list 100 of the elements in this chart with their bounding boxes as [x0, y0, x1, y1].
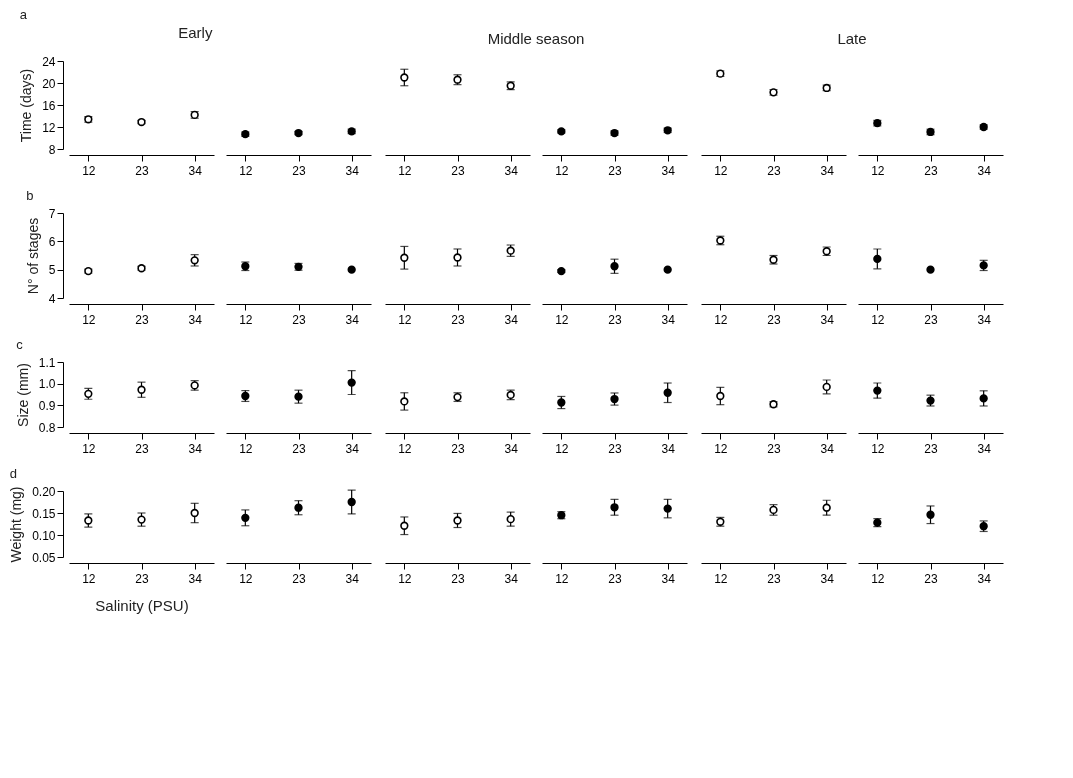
y-tick-label: 0.20	[32, 484, 56, 499]
x-tick-label: 34	[661, 571, 676, 586]
x-tick-label: 34	[977, 441, 992, 456]
x-tick-label: 23	[292, 312, 306, 327]
point	[137, 385, 146, 394]
text: c	[16, 337, 24, 352]
chart-title: Early	[178, 24, 213, 41]
x-tick-label: 34	[820, 163, 835, 178]
y-tick-label: 4	[48, 291, 56, 306]
chart-title: Late	[837, 30, 867, 47]
x-tick-label: 34	[977, 163, 992, 178]
x-tick-label: 34	[188, 571, 203, 586]
x-tick-label: 23	[767, 312, 781, 327]
y-tick-label: 24	[42, 54, 56, 69]
x-tick-label: 34	[820, 571, 835, 586]
x-tick-label: 23	[608, 312, 622, 327]
chart-title: Middle season	[487, 30, 585, 47]
y-tick-label: 20	[42, 76, 56, 91]
x-tick-label: 12	[82, 441, 96, 456]
y-tick-label: 0.15	[32, 506, 56, 521]
x-tick-label: 34	[820, 441, 835, 456]
text: d	[9, 466, 17, 481]
x-tick-label: 23	[135, 312, 149, 327]
x-tick-label: 23	[924, 163, 938, 178]
x-tick-label: 12	[871, 441, 885, 456]
x-tick-label: 34	[345, 163, 360, 178]
y-tick-label: 0.10	[32, 528, 56, 543]
x-tick-label: 12	[398, 571, 412, 586]
x-tick-label: 23	[451, 163, 465, 178]
x-tick-label: 23	[767, 163, 781, 178]
y-tick-label: 1.1	[38, 355, 56, 370]
x-tick-label: 12	[555, 571, 569, 586]
x-tick-label: 23	[767, 441, 781, 456]
x-tick-label: 12	[871, 312, 885, 327]
x-tick-label: 34	[345, 571, 360, 586]
y-tick-label: 0.9	[38, 398, 56, 413]
x-axis-title: Salinity (PSU)	[95, 596, 189, 614]
x-tick-label: 34	[661, 441, 676, 456]
x-tick-label: 12	[398, 441, 412, 456]
y-tick-label: 7	[48, 206, 56, 221]
x-tick-label: 34	[504, 571, 519, 586]
y-tick-label: 6	[48, 234, 56, 249]
x-tick-label: 12	[555, 441, 569, 456]
x-tick-label: 12	[239, 163, 253, 178]
x-tick-label: 12	[82, 571, 96, 586]
x-tick-label: 23	[608, 441, 622, 456]
x-tick-label: 12	[239, 571, 253, 586]
y-tick-label: 0.8	[38, 420, 56, 435]
x-tick-label: 23	[608, 163, 622, 178]
x-tick-label: 23	[451, 571, 465, 586]
y-axis-title: Weight (mg)	[8, 486, 25, 563]
x-tick-label: 34	[345, 441, 360, 456]
x-tick-label: 23	[292, 163, 306, 178]
x-tick-label: 23	[451, 312, 465, 327]
x-tick-label: 34	[820, 312, 835, 327]
x-tick-label: 34	[661, 312, 676, 327]
x-tick-label: 34	[188, 163, 203, 178]
point	[84, 516, 93, 525]
x-tick-label: 12	[871, 163, 885, 178]
x-tick-label: 34	[188, 312, 203, 327]
x-tick-label: 12	[714, 163, 728, 178]
text: b	[26, 188, 34, 203]
y-axis-title: Time (days)	[18, 68, 35, 143]
x-tick-label: 34	[661, 163, 676, 178]
x-tick-label: 34	[504, 312, 519, 327]
y-axis-title: Size (mm)	[14, 363, 31, 427]
x-tick-label: 12	[714, 312, 728, 327]
x-tick-label: 23	[451, 441, 465, 456]
x-tick-label: 23	[608, 571, 622, 586]
x-tick-label: 12	[239, 441, 253, 456]
x-tick-label: 23	[292, 441, 306, 456]
x-tick-label: 23	[924, 441, 938, 456]
x-tick-label: 23	[135, 441, 149, 456]
x-tick-label: 12	[82, 163, 96, 178]
x-tick-label: 34	[504, 441, 519, 456]
x-tick-label: 12	[398, 163, 412, 178]
y-tick-label: 16	[42, 98, 56, 113]
x-tick-label: 12	[871, 571, 885, 586]
x-tick-label: 23	[135, 163, 149, 178]
x-tick-label: 34	[977, 312, 992, 327]
x-tick-label: 12	[714, 571, 728, 586]
x-tick-label: 23	[924, 571, 938, 586]
x-tick-label: 12	[398, 312, 412, 327]
x-tick-label: 23	[292, 571, 306, 586]
x-tick-label: 23	[924, 312, 938, 327]
x-tick-label: 23	[135, 571, 149, 586]
text: a	[19, 7, 28, 22]
x-tick-label: 34	[977, 571, 992, 586]
y-tick-label: 1.0	[38, 377, 56, 392]
point	[190, 508, 199, 518]
x-tick-label: 12	[555, 163, 569, 178]
y-tick-label: 5	[48, 263, 56, 278]
x-tick-label: 34	[345, 312, 360, 327]
x-tick-label: 12	[82, 312, 96, 327]
y-tick-label: 8	[48, 142, 56, 157]
x-tick-label: 34	[504, 163, 519, 178]
x-tick-label: 12	[555, 312, 569, 327]
x-tick-label: 34	[188, 441, 203, 456]
x-tick-label: 23	[767, 571, 781, 586]
x-tick-label: 12	[239, 312, 253, 327]
